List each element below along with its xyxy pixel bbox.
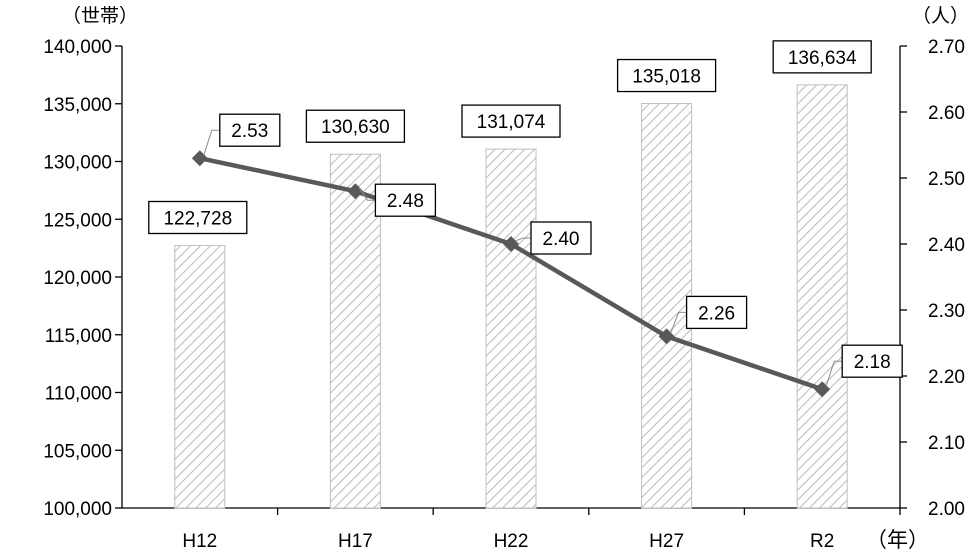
line-value-label: 2.18 bbox=[854, 352, 891, 373]
y-right-tick-label: 2.30 bbox=[928, 301, 965, 322]
y-right-tick-label: 2.40 bbox=[928, 235, 965, 256]
bar-value-label-box bbox=[148, 200, 248, 235]
line-value-label: 2.26 bbox=[698, 303, 735, 324]
x-tick-label: H17 bbox=[338, 531, 373, 552]
y-left-tick-label: 115,000 bbox=[45, 326, 112, 347]
bar bbox=[485, 148, 537, 509]
y-left-tick-label: 140,000 bbox=[43, 37, 112, 58]
line-point bbox=[347, 183, 364, 200]
line-value-leader bbox=[514, 237, 531, 242]
y-left-tick-label: 130,000 bbox=[43, 153, 112, 174]
x-unit-label: （年） bbox=[866, 529, 929, 552]
line-value-leader bbox=[670, 311, 687, 334]
line-value-leader bbox=[203, 129, 220, 156]
y-left-unit-label: （世帯） bbox=[62, 5, 138, 27]
y-right-tick-label: 2.00 bbox=[928, 499, 965, 520]
line-value-label-box bbox=[530, 221, 592, 255]
bar bbox=[641, 103, 693, 509]
bar-value-label-box bbox=[772, 40, 872, 74]
y-left-tick-label: 110,000 bbox=[45, 384, 112, 405]
y-right-tick-label: 2.70 bbox=[928, 37, 965, 58]
line-value-label: 2.48 bbox=[387, 191, 424, 212]
y-left-tick-label: 135,000 bbox=[43, 95, 112, 116]
line-value-label-box bbox=[219, 113, 281, 147]
line-value-label-box bbox=[841, 344, 903, 378]
y-left-tick-label: 120,000 bbox=[43, 268, 112, 289]
bar bbox=[796, 84, 848, 509]
bar-value-label: 122,728 bbox=[163, 208, 232, 229]
y-right-tick-label: 2.10 bbox=[928, 433, 965, 454]
y-right-tick-label: 2.60 bbox=[928, 103, 965, 124]
line-value-leader bbox=[358, 187, 376, 201]
bar-value-label: 136,634 bbox=[788, 48, 857, 69]
bar-value-label: 130,630 bbox=[321, 117, 390, 138]
x-tick-label: H27 bbox=[649, 531, 684, 552]
bar-value-label-box bbox=[461, 104, 561, 138]
x-tick-label: H12 bbox=[182, 531, 217, 552]
bar bbox=[174, 244, 226, 509]
line-value-label: 2.53 bbox=[231, 121, 268, 142]
y-right-unit-label: （人） bbox=[912, 5, 969, 27]
y-right-tick-label: 2.20 bbox=[928, 367, 965, 388]
bar-value-label: 135,018 bbox=[632, 67, 701, 88]
bar-value-label-box bbox=[305, 109, 406, 143]
y-left-tick-label: 125,000 bbox=[43, 210, 112, 231]
line-value-leader bbox=[825, 360, 843, 387]
line-point bbox=[503, 236, 519, 252]
line-value-label-box bbox=[685, 295, 748, 330]
y-left-tick-label: 105,000 bbox=[43, 441, 112, 462]
line-value-label: 2.40 bbox=[543, 229, 580, 250]
x-tick-label: H22 bbox=[494, 531, 529, 552]
y-left-tick-label: 100,000 bbox=[43, 499, 112, 520]
bar bbox=[329, 153, 381, 509]
line-value-label-box bbox=[374, 183, 437, 217]
y-right-tick-label: 2.50 bbox=[928, 169, 965, 190]
x-tick-label: R2 bbox=[810, 531, 834, 552]
line-point bbox=[191, 150, 208, 167]
bar-value-label-box bbox=[616, 58, 717, 93]
bar-value-label: 131,074 bbox=[477, 112, 546, 133]
